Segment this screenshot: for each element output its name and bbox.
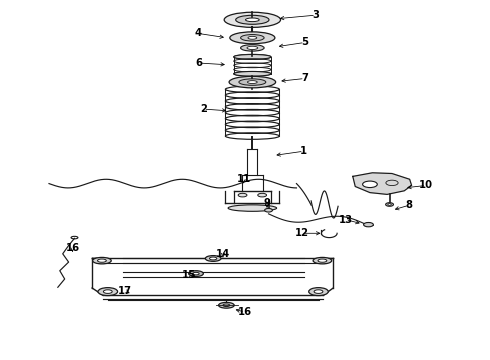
- Ellipse shape: [239, 79, 266, 85]
- Ellipse shape: [98, 259, 106, 262]
- Text: 3: 3: [313, 10, 319, 20]
- Ellipse shape: [238, 193, 247, 197]
- Ellipse shape: [230, 32, 275, 44]
- Ellipse shape: [241, 45, 264, 51]
- Ellipse shape: [309, 288, 328, 296]
- Ellipse shape: [363, 181, 377, 188]
- Ellipse shape: [313, 257, 332, 264]
- Ellipse shape: [364, 222, 373, 227]
- Text: 7: 7: [301, 73, 308, 84]
- Ellipse shape: [245, 18, 259, 22]
- Ellipse shape: [318, 259, 327, 262]
- Polygon shape: [353, 173, 412, 194]
- Text: 9: 9: [264, 198, 270, 208]
- Ellipse shape: [193, 273, 199, 275]
- Ellipse shape: [248, 36, 257, 39]
- Text: 16: 16: [66, 243, 79, 253]
- Ellipse shape: [236, 15, 269, 24]
- Text: 14: 14: [216, 249, 230, 259]
- Text: 13: 13: [339, 215, 352, 225]
- Ellipse shape: [93, 257, 111, 264]
- Ellipse shape: [103, 290, 112, 293]
- Ellipse shape: [258, 193, 267, 197]
- Text: 12: 12: [294, 228, 308, 238]
- Ellipse shape: [386, 203, 393, 206]
- Ellipse shape: [234, 72, 271, 76]
- Text: 2: 2: [200, 104, 207, 114]
- Ellipse shape: [314, 290, 323, 293]
- Ellipse shape: [210, 257, 217, 260]
- Text: 11: 11: [236, 174, 251, 184]
- Text: 1: 1: [300, 146, 307, 156]
- Ellipse shape: [229, 76, 275, 88]
- Ellipse shape: [265, 208, 272, 212]
- Ellipse shape: [234, 54, 271, 59]
- Ellipse shape: [219, 302, 234, 308]
- Text: 16: 16: [238, 307, 252, 317]
- Ellipse shape: [189, 271, 203, 276]
- Ellipse shape: [241, 35, 264, 41]
- Ellipse shape: [234, 55, 271, 59]
- Ellipse shape: [205, 256, 221, 261]
- Text: 10: 10: [419, 180, 433, 190]
- Text: 4: 4: [195, 28, 202, 39]
- Text: 17: 17: [118, 286, 132, 296]
- Ellipse shape: [247, 81, 257, 84]
- Ellipse shape: [388, 204, 392, 205]
- Text: 6: 6: [195, 58, 202, 68]
- Ellipse shape: [247, 46, 258, 50]
- Ellipse shape: [223, 304, 230, 306]
- Ellipse shape: [224, 12, 280, 27]
- Text: 5: 5: [301, 37, 308, 48]
- Ellipse shape: [98, 288, 118, 296]
- Text: 15: 15: [182, 270, 196, 280]
- Ellipse shape: [228, 205, 276, 211]
- Text: 8: 8: [406, 200, 413, 210]
